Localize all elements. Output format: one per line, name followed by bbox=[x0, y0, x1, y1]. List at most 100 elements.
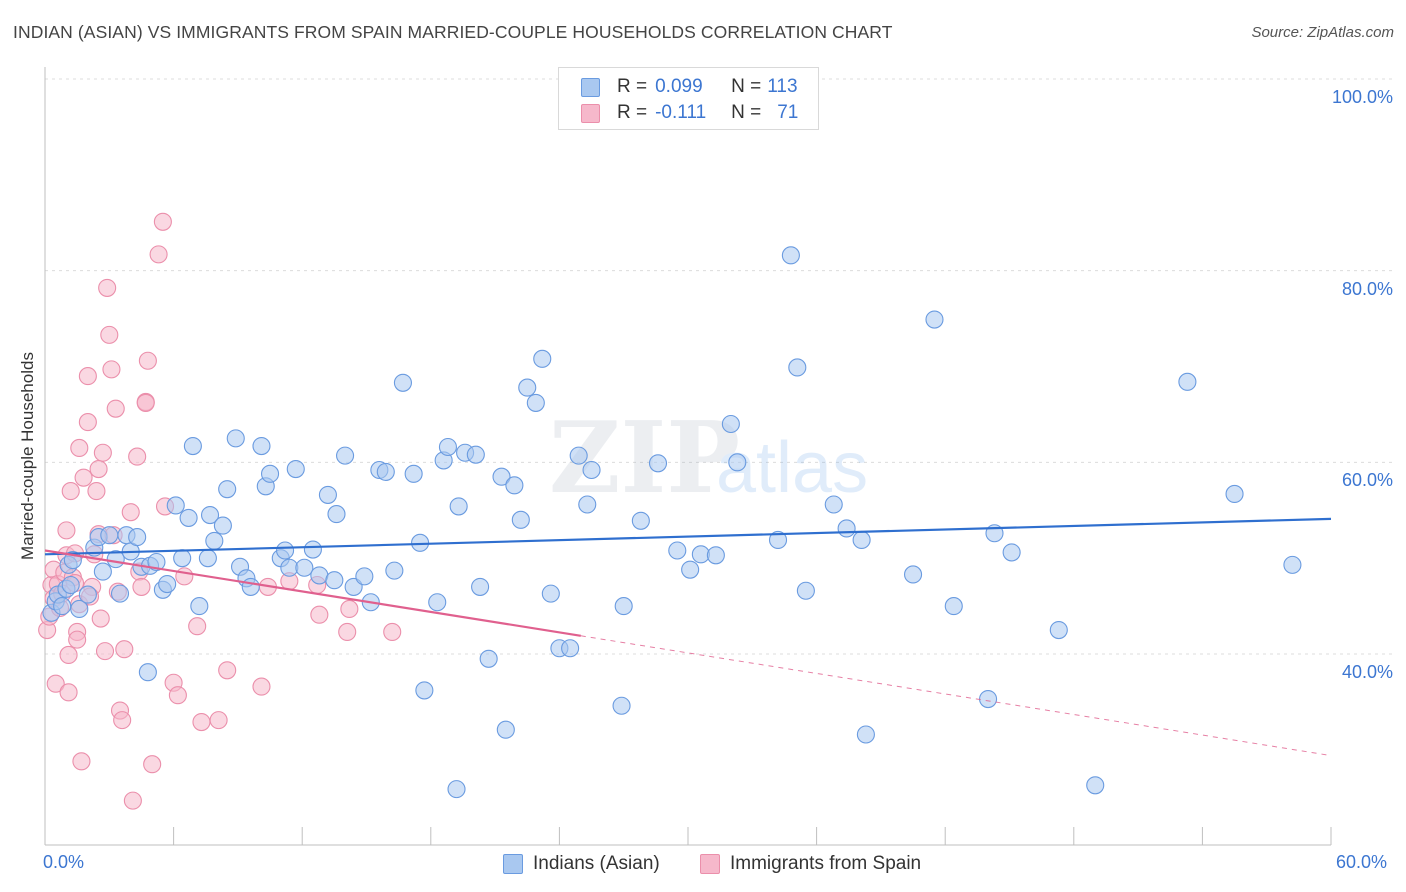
legend-item-indians: Indians (Asian) bbox=[503, 851, 660, 877]
series-immigrants-from-spain bbox=[38, 212, 402, 810]
point-indians-asian bbox=[668, 541, 687, 560]
point-indians-asian bbox=[78, 585, 97, 604]
point-indians-asian bbox=[1225, 484, 1244, 504]
point-immigrants-from-spain bbox=[383, 622, 402, 642]
point-indians-asian bbox=[852, 530, 871, 550]
point-indians-asian bbox=[280, 558, 299, 577]
point-indians-asian bbox=[213, 516, 232, 535]
point-indians-asian bbox=[505, 476, 524, 495]
point-indians-asian bbox=[614, 597, 633, 616]
legend-r-label: R = bbox=[617, 76, 648, 97]
legend-item-spain: Immigrants from Spain bbox=[700, 851, 921, 877]
point-indians-asian bbox=[226, 429, 245, 448]
point-immigrants-from-spain bbox=[132, 577, 151, 596]
point-immigrants-from-spain bbox=[70, 438, 89, 458]
point-indians-asian bbox=[260, 464, 280, 483]
point-immigrants-from-spain bbox=[188, 617, 207, 636]
point-indians-asian bbox=[198, 549, 217, 568]
point-indians-asian bbox=[190, 597, 209, 616]
watermark: ZIP atlas bbox=[549, 401, 868, 516]
point-indians-asian bbox=[415, 681, 434, 700]
point-indians-asian bbox=[252, 436, 271, 456]
point-immigrants-from-spain bbox=[93, 443, 112, 462]
point-indians-asian bbox=[173, 549, 192, 568]
point-indians-asian bbox=[788, 358, 807, 377]
point-indians-asian bbox=[518, 378, 537, 397]
chart-title: INDIAN (ASIAN) VS IMMIGRANTS FROM SPAIN … bbox=[13, 22, 893, 42]
point-indians-asian bbox=[147, 552, 166, 572]
point-immigrants-from-spain bbox=[102, 360, 121, 379]
x-tick-label-max: 60.0% bbox=[1336, 852, 1388, 872]
point-indians-asian bbox=[691, 545, 710, 564]
legend-n-label: N = bbox=[731, 102, 762, 123]
point-indians-asian bbox=[53, 597, 72, 616]
point-immigrants-from-spain bbox=[175, 567, 194, 586]
point-indians-asian bbox=[70, 599, 89, 619]
point-immigrants-from-spain bbox=[192, 712, 211, 732]
point-immigrants-from-spain bbox=[68, 630, 87, 649]
point-indians-asian bbox=[61, 575, 80, 595]
correlation-legend: R = 0.099 N = 113 R = -0.111 N = 71 bbox=[558, 67, 819, 130]
point-immigrants-from-spain bbox=[340, 599, 359, 619]
legend-n-label: N = bbox=[731, 76, 762, 97]
point-indians-asian bbox=[648, 454, 668, 473]
point-indians-asian bbox=[768, 530, 788, 550]
point-immigrants-from-spain bbox=[209, 711, 228, 730]
point-indians-asian bbox=[944, 597, 963, 616]
point-indians-asian bbox=[1049, 620, 1068, 640]
series-indians-asian bbox=[42, 246, 1302, 799]
point-immigrants-from-spain bbox=[138, 351, 157, 370]
point-indians-asian bbox=[856, 725, 875, 744]
point-indians-asian bbox=[158, 574, 177, 594]
y-tick-label: 40.0% bbox=[1341, 662, 1393, 682]
point-indians-asian bbox=[303, 540, 322, 559]
point-indians-asian bbox=[128, 528, 147, 547]
point-immigrants-from-spain bbox=[89, 459, 108, 479]
point-immigrants-from-spain bbox=[115, 640, 134, 659]
point-immigrants-from-spain bbox=[87, 482, 106, 501]
point-indians-asian bbox=[569, 446, 588, 465]
point-indians-asian bbox=[496, 720, 515, 739]
point-indians-asian bbox=[449, 497, 468, 516]
point-indians-asian bbox=[471, 577, 490, 596]
point-immigrants-from-spain bbox=[113, 711, 132, 730]
point-immigrants-from-spain bbox=[149, 245, 168, 264]
point-indians-asian bbox=[466, 445, 485, 464]
point-immigrants-from-spain bbox=[91, 609, 110, 628]
trend-line-spain bbox=[44, 549, 582, 637]
point-immigrants-from-spain bbox=[78, 413, 97, 432]
point-indians-asian bbox=[218, 480, 237, 499]
point-indians-asian bbox=[721, 414, 740, 434]
point-indians-asian bbox=[327, 505, 346, 524]
legend-r-value: -0.111 bbox=[655, 102, 707, 123]
point-indians-asian bbox=[355, 567, 374, 586]
point-indians-asian bbox=[837, 519, 856, 538]
legend-label-indians: Indians (Asian) bbox=[533, 853, 660, 874]
legend-n-value: 113 bbox=[767, 76, 798, 97]
point-indians-asian bbox=[1178, 372, 1197, 391]
legend-n-value: 71 bbox=[777, 102, 799, 123]
point-indians-asian bbox=[404, 464, 423, 483]
point-indians-asian bbox=[492, 467, 511, 486]
point-indians-asian bbox=[138, 663, 157, 682]
legend-label-spain: Immigrants from Spain bbox=[730, 853, 922, 874]
axes bbox=[44, 67, 1332, 846]
point-indians-asian bbox=[110, 584, 130, 603]
point-immigrants-from-spain bbox=[153, 212, 172, 231]
point-indians-asian bbox=[781, 246, 800, 265]
point-indians-asian bbox=[295, 558, 314, 577]
point-immigrants-from-spain bbox=[72, 752, 91, 771]
point-indians-asian bbox=[1086, 776, 1105, 795]
point-immigrants-from-spain bbox=[98, 278, 117, 297]
point-indians-asian bbox=[166, 496, 185, 515]
point-indians-asian bbox=[336, 446, 355, 465]
point-immigrants-from-spain bbox=[310, 605, 329, 624]
point-indians-asian bbox=[100, 526, 119, 545]
point-immigrants-from-spain bbox=[59, 683, 78, 702]
point-indians-asian bbox=[393, 373, 412, 392]
point-immigrants-from-spain bbox=[168, 686, 187, 705]
point-indians-asian bbox=[925, 310, 944, 329]
point-indians-asian bbox=[310, 566, 329, 585]
point-indians-asian bbox=[376, 462, 395, 481]
